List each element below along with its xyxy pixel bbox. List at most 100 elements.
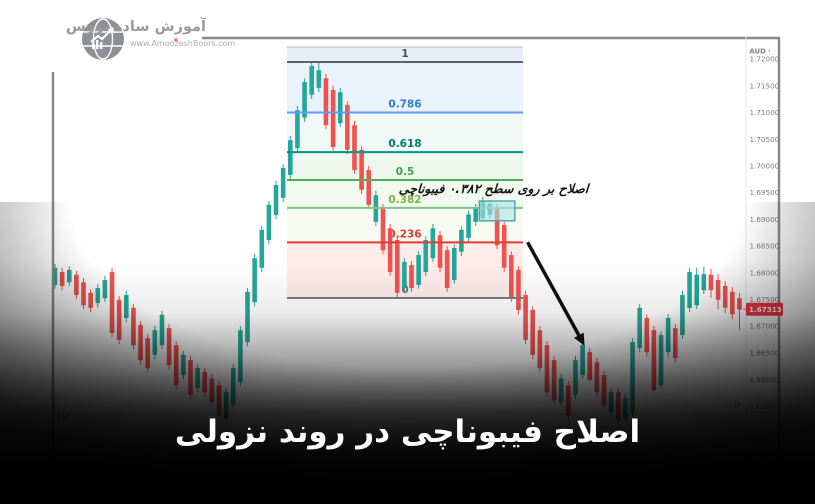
- candle-body: [173, 345, 179, 386]
- candle-body: [238, 330, 243, 383]
- candle-body: [402, 261, 407, 289]
- candle-body: [59, 272, 65, 286]
- candle-body: [102, 280, 108, 299]
- trend-arrow: [526, 241, 581, 337]
- candle-body: [116, 299, 122, 340]
- candle-body: [145, 338, 150, 369]
- candle-body: [259, 229, 265, 268]
- candle-body: [266, 204, 272, 241]
- price-tick: 1.71000: [750, 108, 780, 117]
- price-tick: 1.69500: [750, 188, 780, 197]
- candle-body: [287, 140, 293, 175]
- fib-label-0.236: 0.236: [388, 228, 421, 240]
- candle-body: [544, 345, 550, 393]
- candle-body: [701, 274, 707, 291]
- candle-body: [81, 282, 86, 306]
- candle-body: [131, 307, 136, 346]
- price-tick: 1.70500: [750, 135, 780, 144]
- candle-body: [95, 288, 101, 304]
- candle-body: [416, 254, 421, 285]
- candle-body: [359, 149, 364, 190]
- candle-body: [637, 307, 642, 348]
- candle-body: [230, 368, 236, 406]
- price-tick: 1.68500: [750, 242, 780, 251]
- candle-body: [195, 368, 200, 388]
- candle-body: [295, 110, 300, 149]
- candle-body: [573, 360, 578, 395]
- candle-body: [423, 240, 429, 273]
- candle-body: [551, 360, 557, 401]
- highlight-box: [478, 200, 516, 222]
- candle-body: [673, 328, 678, 359]
- candle-body: [394, 240, 400, 293]
- candle-body: [152, 330, 158, 355]
- candle-body: [509, 254, 514, 299]
- candle-body: [680, 295, 685, 336]
- candle-body: [608, 392, 614, 412]
- candle-body: [366, 170, 372, 205]
- candle-body: [516, 269, 521, 310]
- brand-website: www.AmoozeshBoors.com: [130, 37, 236, 48]
- candle-body: [252, 258, 257, 302]
- candle-body: [209, 378, 215, 403]
- fib-label-1: 1: [401, 48, 408, 60]
- price-tick: 1.67000: [750, 322, 780, 331]
- candle-body: [501, 225, 507, 268]
- price-tick: 1.66500: [750, 348, 780, 357]
- candle-body: [730, 291, 735, 315]
- last-price-text: 1.67313: [749, 305, 782, 314]
- candle-body: [109, 272, 115, 333]
- brand-name: آموزش ساده بورس: [65, 19, 206, 35]
- candle-body: [159, 314, 165, 346]
- fib-label-0.5: 0.5: [396, 166, 415, 178]
- candle-body: [409, 265, 414, 289]
- candle-body: [437, 235, 443, 268]
- candle-body: [337, 92, 343, 124]
- candle-body: [323, 78, 329, 126]
- candle-body: [280, 167, 286, 198]
- candle-body: [630, 342, 635, 414]
- candle-body: [722, 285, 728, 308]
- candle-body: [202, 371, 208, 393]
- brand-accent-dot: [174, 37, 178, 42]
- price-tick: 1.66000: [750, 375, 780, 384]
- candle-body: [316, 70, 322, 88]
- candle-body: [444, 250, 450, 289]
- lesson-title: اصلاح فیبوناچی در روند نزولی: [174, 414, 641, 450]
- fib-label-0.618: 0.618: [388, 138, 421, 150]
- gear-icon[interactable]: ⚙: [733, 401, 741, 411]
- candle-body: [537, 330, 543, 369]
- candle-body: [181, 354, 186, 376]
- candle-body: [566, 385, 571, 416]
- price-tick: 1.69000: [750, 215, 780, 224]
- price-tick: 1.71500: [750, 81, 780, 90]
- candle-body: [523, 295, 528, 340]
- fib-label-0.786: 0.786: [388, 99, 421, 111]
- candle-body: [66, 269, 72, 283]
- candle-body: [330, 89, 336, 148]
- candle-body: [694, 274, 699, 306]
- candle-body: [601, 375, 607, 406]
- candle-body: [594, 362, 600, 393]
- candle-body: [451, 248, 457, 281]
- candle-body: [138, 324, 143, 361]
- candle-body: [88, 292, 93, 308]
- price-tick: 1.68000: [750, 268, 780, 277]
- candle-body: [644, 317, 650, 353]
- price-tick: 1.72000: [750, 55, 780, 64]
- candle-body: [708, 274, 714, 291]
- candle-body: [580, 345, 585, 376]
- candle-body: [216, 385, 222, 416]
- candle-body: [473, 207, 478, 222]
- price-tick: 1.70000: [750, 162, 780, 171]
- candle-body: [166, 328, 172, 365]
- candle-body: [309, 65, 314, 95]
- candle-body: [558, 378, 564, 403]
- candle-body: [665, 317, 671, 353]
- candle-body: [245, 291, 250, 343]
- brand-logo: آموزش ساده بورس www.AmoozeshBoors.com: [65, 16, 236, 62]
- candle-body: [352, 125, 357, 171]
- candle-body: [651, 330, 657, 391]
- candle-body: [530, 309, 536, 355]
